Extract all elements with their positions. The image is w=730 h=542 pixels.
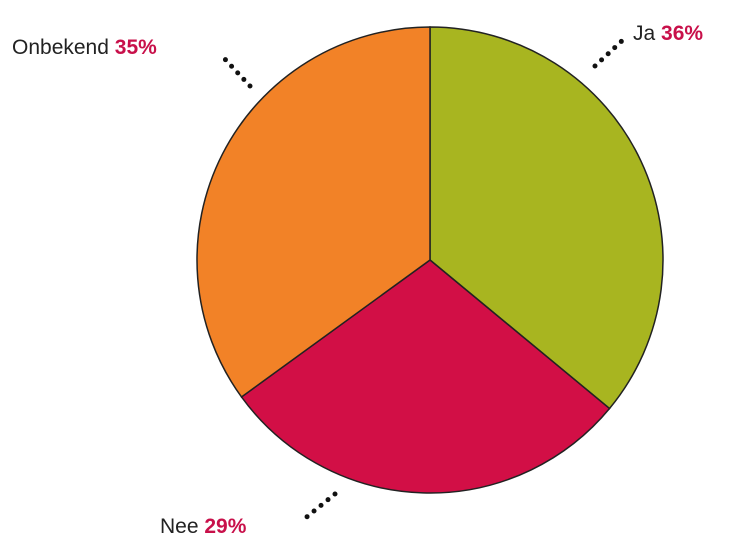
slice-label: Nee 29% bbox=[160, 515, 247, 538]
pie-slice bbox=[240, 259, 611, 494]
pie-slice bbox=[196, 26, 431, 399]
pie bbox=[196, 26, 664, 494]
leader-line bbox=[300, 491, 338, 523]
slice-value: 36% bbox=[661, 22, 703, 45]
slice-label: Onbekend 35% bbox=[12, 36, 157, 59]
slice-label: Ja 36% bbox=[633, 22, 703, 45]
slice-name: Nee bbox=[160, 515, 199, 538]
slice-name: Ja bbox=[633, 22, 656, 45]
slice-value: 29% bbox=[204, 515, 246, 538]
slice-value: 35% bbox=[115, 36, 157, 59]
slice-name: Onbekend bbox=[12, 36, 109, 59]
pie-slice bbox=[429, 26, 664, 410]
leader-line bbox=[592, 35, 628, 69]
leader-line bbox=[219, 53, 253, 89]
